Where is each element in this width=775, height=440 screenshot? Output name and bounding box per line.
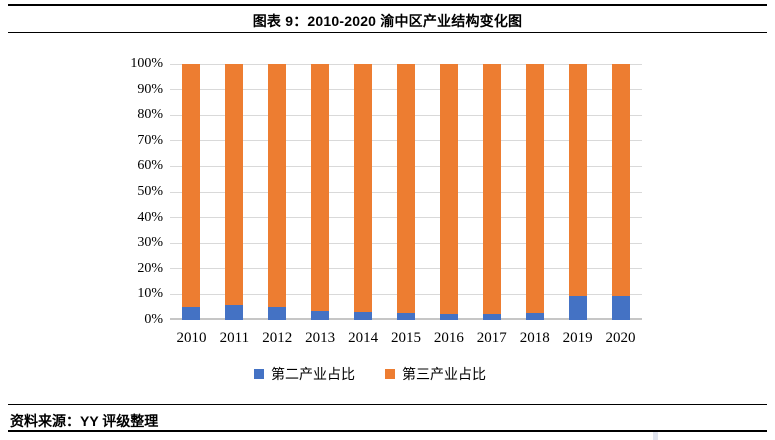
stacked-bar [225,64,244,320]
legend-item: 第三产业占比 [385,364,486,384]
bar-group-2020 [599,64,642,320]
bar-segment-第二产业占比 [354,311,373,320]
stacked-bar [482,64,501,320]
bar-segment-第二产业占比 [482,313,501,320]
x-tick-label: 2012 [262,330,293,346]
bar-segment-第二产业占比 [611,295,630,320]
bar-segment-第三产业占比 [225,64,244,306]
x-tick-label: 2014 [348,330,379,346]
x-tick-label: 2010 [176,330,207,346]
bottom-rule [8,430,767,432]
bar-group-2017 [470,64,513,320]
y-tick-label: 80% [137,107,163,123]
legend-label: 第二产业占比 [271,368,355,383]
stacked-bar [268,64,287,320]
bar-segment-第三产业占比 [568,64,587,296]
bar-segment-第二产业占比 [439,313,458,320]
bar-group-2010 [170,64,213,320]
x-tick-label: 2011 [219,330,250,346]
bar-group-2016 [427,64,470,320]
bar-segment-第三产业占比 [311,64,330,312]
stacked-bar [525,64,544,320]
legend-label: 第三产业占比 [402,368,486,383]
bar-segment-第二产业占比 [182,307,201,320]
title-divider-rule [8,32,767,33]
source-label: 资料来源：YY 评级整理 [10,413,159,429]
bar-segment-第三产业占比 [354,64,373,312]
stacked-bar [311,64,330,320]
bar-group-2012 [256,64,299,320]
stacked-bar [396,64,415,320]
bar-segment-第三产业占比 [525,64,544,313]
y-tick-label: 30% [137,235,163,251]
y-tick-label: 40% [137,209,163,225]
stacked-bar [611,64,630,320]
y-tick-label: 20% [137,260,163,276]
y-tick-label: 100% [130,56,163,71]
y-tick-label: 10% [137,286,163,302]
top-rule [8,4,767,6]
x-tick-label: 2020 [605,330,636,346]
stacked-bar [568,64,587,320]
y-tick-label: 70% [137,132,163,148]
bar-segment-第三产业占比 [482,64,501,314]
x-tick-label: 2016 [433,330,464,346]
y-tick-label: 90% [137,81,163,97]
bar-segment-第三产业占比 [182,64,201,308]
bar-segment-第三产业占比 [268,64,287,307]
chart-legend: 第二产业占比 第三产业占比 [134,364,606,384]
source-divider-rule [8,404,767,405]
bar-group-2015 [385,64,428,320]
bar-segment-第二产业占比 [525,312,544,320]
y-tick-label: 60% [137,158,163,174]
gridline-100% [170,63,642,65]
bar-segment-第二产业占比 [225,305,244,320]
figure-title: 图表 9：2010-2020 渝中区产业结构变化图 [252,13,523,29]
legend-item: 第二产业占比 [254,364,355,384]
x-tick-label: 2017 [476,330,507,346]
bar-series [170,64,642,320]
x-tick-label: 2018 [519,330,550,346]
scrollbar-fragment [653,432,658,440]
stacked-bar [182,64,201,320]
x-axis-labels: 2010 2011 2012 2013 2014 2015 2016 2017 2018 2019… [170,330,642,347]
bar-segment-第三产业占比 [611,64,630,296]
bar-group-2019 [556,64,599,320]
bar-group-2011 [213,64,256,320]
bar-segment-第三产业占比 [439,64,458,314]
x-tick-label: 2013 [305,330,336,346]
bar-segment-第三产业占比 [396,64,415,313]
stacked-bar [354,64,373,320]
bar-segment-第二产业占比 [396,312,415,320]
bar-group-2013 [299,64,342,320]
stacked-bar [439,64,458,320]
y-axis-labels: 0% 10% 20% 30% 40% 50% 60% 70% 80% 90% 100% [95,56,163,327]
bar-segment-第二产业占比 [568,295,587,320]
chart-plot-area [170,63,642,320]
bar-segment-第二产业占比 [268,306,287,320]
bar-segment-第二产业占比 [311,311,330,320]
y-tick-label: 0% [144,312,163,327]
legend-swatch-icon [385,369,395,379]
x-tick-label: 2019 [562,330,593,346]
y-tick-label: 50% [137,184,163,199]
legend-swatch-icon [254,369,264,379]
x-tick-label: 2015 [390,330,421,346]
bar-group-2014 [342,64,385,320]
bar-group-2018 [513,64,556,320]
